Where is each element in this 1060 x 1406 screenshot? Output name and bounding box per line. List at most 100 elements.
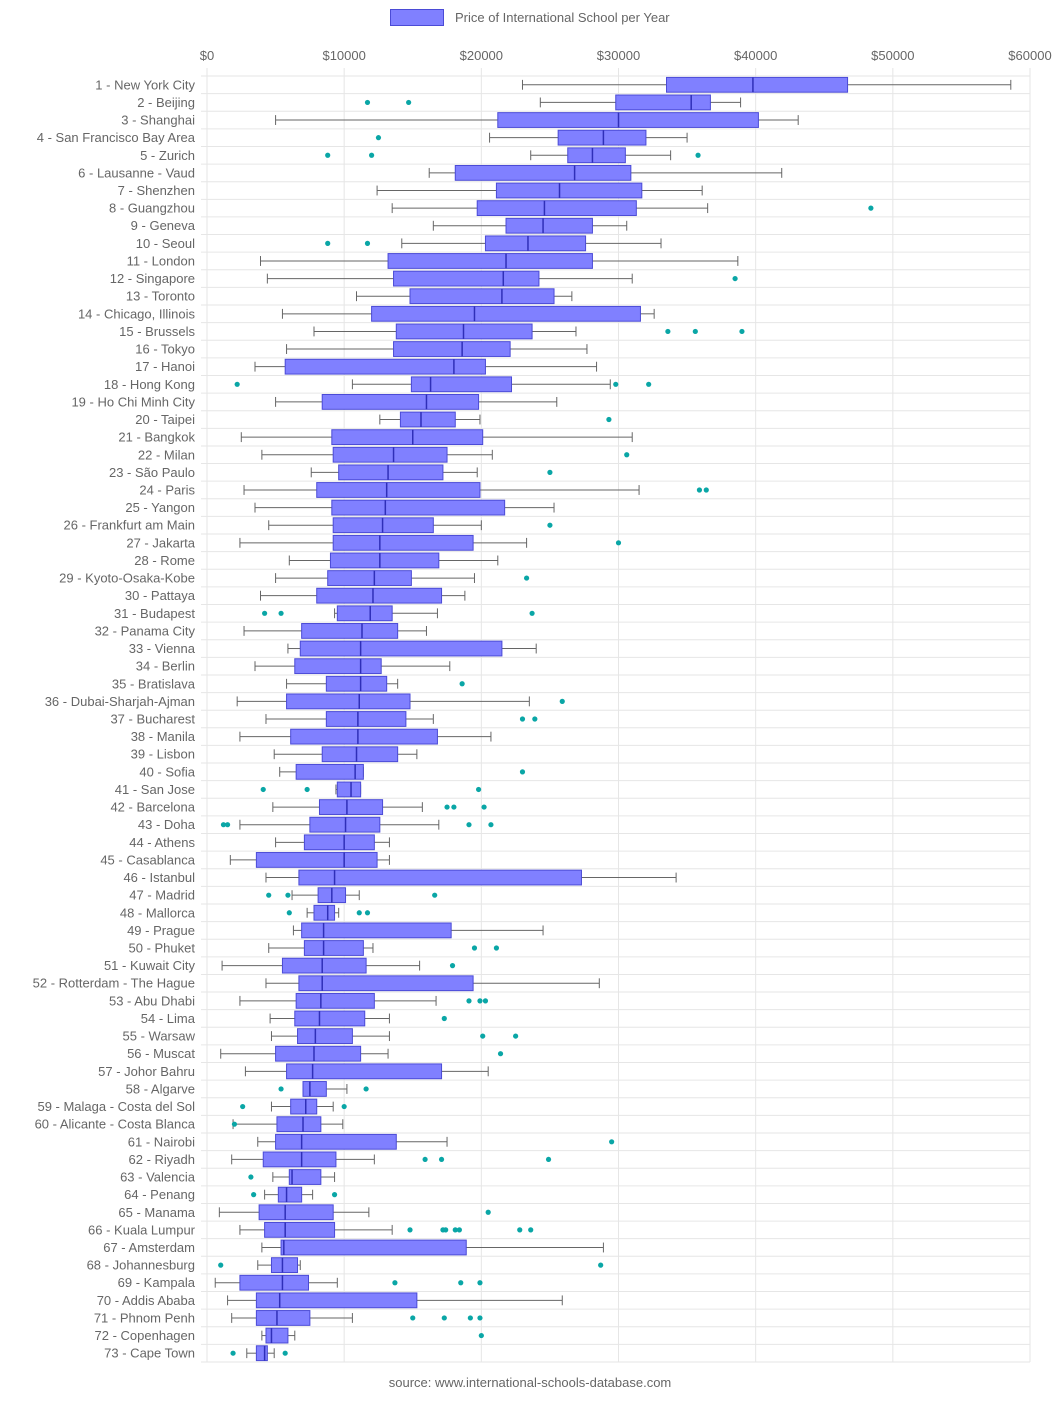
outlier-point bbox=[251, 1192, 257, 1198]
outlier-point bbox=[441, 1015, 447, 1022]
iqr-box bbox=[294, 1010, 366, 1027]
outlier-point bbox=[356, 910, 362, 916]
iqr-box bbox=[454, 164, 632, 181]
y-tick-label: 30 - Pattaya bbox=[125, 588, 196, 603]
y-tick-label: 58 - Algarve bbox=[126, 1081, 195, 1096]
iqr-box bbox=[329, 552, 440, 569]
y-tick-label: 36 - Dubai-Sharjah-Ajman bbox=[45, 694, 195, 709]
iqr-box bbox=[484, 235, 587, 252]
outlier-point bbox=[497, 1051, 504, 1057]
iqr-box bbox=[275, 1133, 397, 1150]
outlier-point bbox=[266, 892, 272, 898]
y-tick-label: 16 - Tokyo bbox=[135, 342, 195, 357]
outlier-point bbox=[467, 1315, 473, 1321]
iqr-box bbox=[495, 182, 643, 199]
y-tick-label: 12 - Singapore bbox=[110, 271, 195, 286]
iqr-box bbox=[255, 1292, 418, 1309]
outlier-point bbox=[282, 1350, 288, 1356]
y-tick-label: 59 - Malaga - Costa del Sol bbox=[37, 1099, 195, 1114]
y-tick-label: 73 - Cape Town bbox=[104, 1346, 195, 1361]
outlier-point bbox=[703, 487, 709, 493]
iqr-box bbox=[316, 587, 443, 604]
y-tick-label: 66 - Kuala Lumpur bbox=[88, 1222, 196, 1237]
x-tick-label: $60000 bbox=[1008, 48, 1051, 63]
outlier-point bbox=[407, 1227, 413, 1233]
y-tick-label: 8 - Guangzhou bbox=[109, 201, 195, 216]
y-tick-label: 32 - Panama City bbox=[95, 623, 196, 638]
y-tick-label: 37 - Bucharest bbox=[110, 712, 195, 727]
outlier-point bbox=[231, 1121, 238, 1127]
outlier-point bbox=[449, 963, 456, 969]
outlier-point bbox=[480, 1033, 486, 1039]
outlier-point bbox=[482, 998, 489, 1004]
y-tick-label: 21 - Bangkok bbox=[118, 430, 195, 445]
iqr-box bbox=[557, 129, 647, 146]
outlier-point bbox=[477, 998, 483, 1004]
y-tick-label: 51 - Kuwait City bbox=[104, 958, 196, 973]
y-tick-label: 44 - Athens bbox=[129, 835, 195, 850]
y-tick-label: 63 - Valencia bbox=[120, 1170, 196, 1185]
y-tick-label: 38 - Manila bbox=[131, 729, 196, 744]
iqr-box bbox=[325, 675, 388, 692]
iqr-box bbox=[281, 957, 367, 974]
y-tick-label: 65 - Manama bbox=[118, 1205, 195, 1220]
y-tick-label: 5 - Zurich bbox=[140, 148, 195, 163]
outlier-point bbox=[478, 1332, 484, 1339]
chart-legend[interactable]: Price of International School per Year bbox=[0, 9, 1060, 27]
iqr-box bbox=[567, 147, 626, 164]
outlier-point bbox=[443, 1227, 449, 1233]
x-tick-label: $10000 bbox=[322, 48, 365, 63]
iqr-box bbox=[336, 781, 362, 798]
outlier-point bbox=[609, 1139, 615, 1145]
outlier-point bbox=[477, 1315, 483, 1321]
outlier-point bbox=[532, 716, 538, 722]
outlier-point bbox=[466, 998, 472, 1004]
y-tick-label: 70 - Addis Ababa bbox=[97, 1293, 196, 1308]
iqr-box bbox=[332, 446, 448, 463]
iqr-box bbox=[298, 975, 474, 992]
y-tick-label: 39 - Lisbon bbox=[131, 747, 195, 762]
outlier-point bbox=[364, 240, 371, 246]
iqr-box bbox=[270, 1257, 299, 1274]
outlier-point bbox=[868, 205, 874, 211]
outlier-point bbox=[519, 716, 526, 722]
y-tick-label: 67 - Amsterdam bbox=[103, 1240, 195, 1255]
outlier-point bbox=[517, 1227, 523, 1233]
outlier-point bbox=[369, 152, 375, 158]
iqr-box bbox=[393, 341, 511, 357]
iqr-box bbox=[313, 904, 336, 921]
y-tick-label: 14 - Chicago, Illinois bbox=[78, 306, 196, 321]
outlier-point bbox=[513, 1033, 519, 1039]
iqr-box bbox=[299, 640, 503, 657]
y-tick-label: 23 - São Paulo bbox=[109, 465, 195, 480]
outlier-point bbox=[665, 328, 671, 335]
iqr-box bbox=[321, 746, 399, 763]
iqr-box bbox=[303, 834, 375, 851]
outlier-point bbox=[485, 1209, 491, 1215]
x-tick-label: $40000 bbox=[734, 48, 777, 63]
outlier-point bbox=[493, 945, 500, 951]
y-tick-label: 33 - Vienna bbox=[129, 641, 196, 656]
y-tick-label: 17 - Hanoi bbox=[135, 359, 195, 374]
source-note: source: www.international-schools-databa… bbox=[388, 1375, 672, 1390]
outlier-point bbox=[248, 1174, 254, 1180]
y-tick-label: 22 - Milan bbox=[138, 447, 195, 462]
y-tick-label: 54 - Lima bbox=[141, 1011, 196, 1026]
y-tick-label: 20 - Taipei bbox=[135, 412, 195, 427]
outlier-point bbox=[466, 822, 472, 828]
y-tick-label: 42 - Barcelona bbox=[110, 800, 195, 815]
iqr-box bbox=[265, 1327, 289, 1344]
y-tick-label: 53 - Abu Dhabi bbox=[109, 993, 195, 1008]
outlier-point bbox=[732, 275, 738, 282]
outlier-point bbox=[224, 822, 231, 828]
iqr-box bbox=[331, 499, 506, 516]
outlier-point bbox=[240, 1103, 246, 1110]
iqr-box bbox=[275, 1045, 362, 1062]
iqr-box bbox=[332, 534, 474, 551]
iqr-box bbox=[393, 270, 540, 287]
iqr-box bbox=[286, 1063, 443, 1080]
iqr-box bbox=[476, 200, 637, 217]
outlier-point bbox=[285, 892, 291, 898]
outlier-point bbox=[452, 1227, 458, 1233]
y-tick-label: 29 - Kyoto-Osaka-Kobe bbox=[59, 571, 195, 586]
